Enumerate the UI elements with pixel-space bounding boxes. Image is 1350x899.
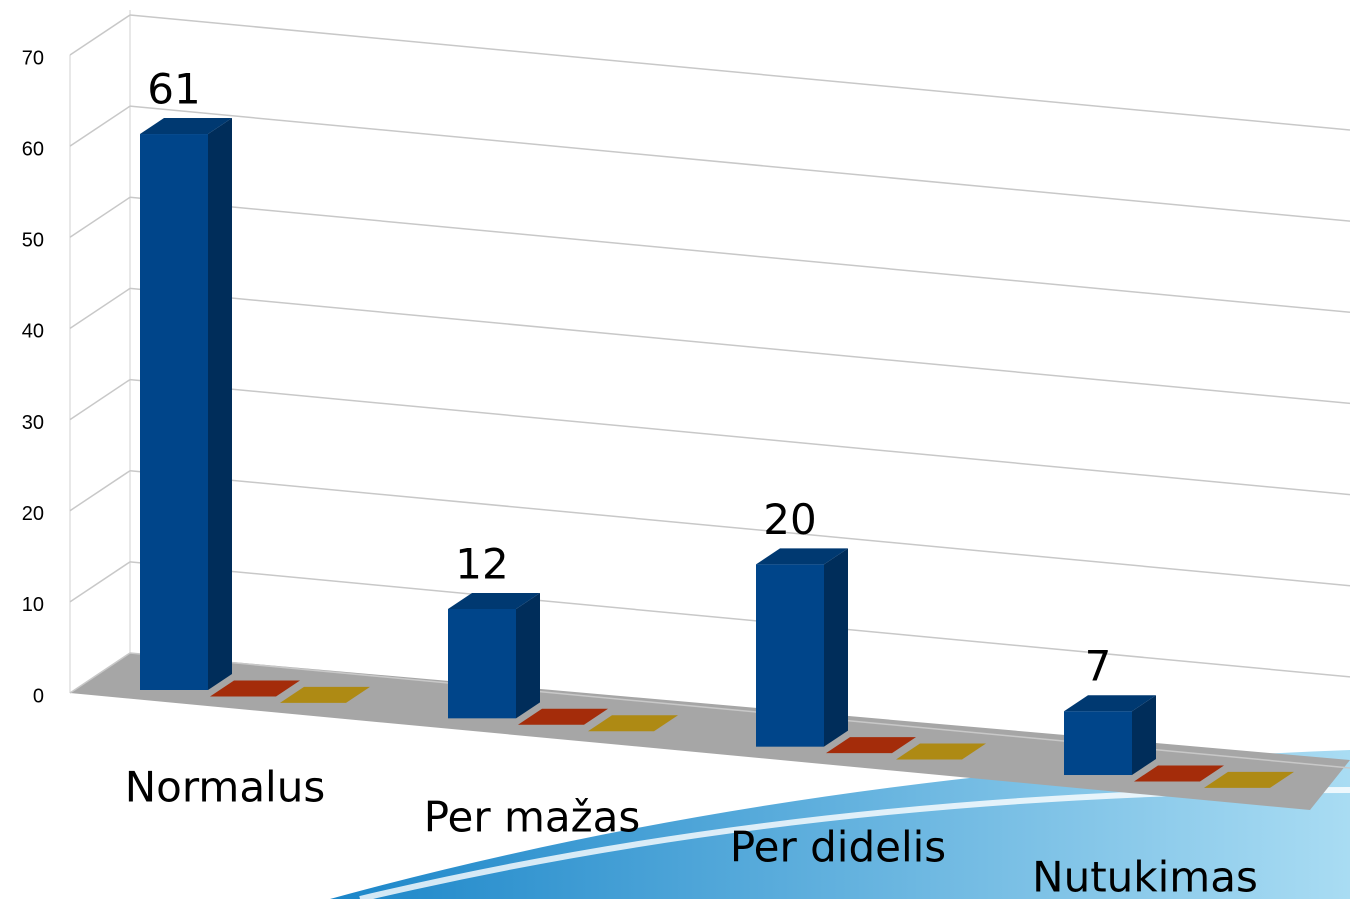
- grid-line: [129, 14, 1350, 131]
- bar: [756, 564, 824, 747]
- bar: [140, 134, 208, 690]
- bar-top: [896, 743, 986, 760]
- bar-top: [280, 686, 370, 703]
- grid-line: [69, 287, 131, 330]
- x-tick-label: Normalus: [125, 763, 325, 812]
- grid-line: [129, 196, 1350, 314]
- grid-line: [129, 378, 1350, 496]
- value-label: 20: [763, 495, 816, 544]
- y-tick-label: 60: [22, 138, 44, 160]
- y-tick-label: 20: [22, 503, 44, 525]
- x-tick-label: Per didelis: [730, 823, 946, 872]
- bar-top: [1134, 765, 1224, 782]
- bar-side: [824, 548, 848, 747]
- x-tick-label: Per mažas: [424, 793, 641, 842]
- bar: [1064, 711, 1132, 776]
- y-tick-label: 0: [33, 685, 44, 707]
- bar-side: [1132, 695, 1156, 776]
- bar-top: [826, 737, 916, 754]
- value-label: 7: [1085, 642, 1112, 691]
- grid-line: [69, 196, 131, 238]
- bar-top: [448, 592, 540, 609]
- bar-side: [208, 118, 232, 691]
- floor: [70, 653, 1350, 810]
- y-tick-label: 10: [22, 594, 44, 616]
- value-label: 12: [455, 539, 508, 588]
- bar: [448, 608, 516, 719]
- y-tick-label: 50: [22, 230, 44, 252]
- grid-line: [69, 652, 131, 694]
- bar-top: [1204, 771, 1294, 788]
- grid-line: [129, 469, 1350, 587]
- grid-line: [129, 287, 1350, 405]
- bar-top: [1064, 695, 1156, 712]
- value-label: 61: [147, 65, 200, 114]
- grid-line: [129, 561, 1350, 678]
- bar-top: [210, 680, 300, 697]
- bar-top: [140, 118, 232, 135]
- y-tick-label: 30: [22, 412, 44, 434]
- grid-line: [129, 105, 1350, 222]
- grid-line: [69, 105, 131, 147]
- x-tick-label: Nutukimas: [1032, 853, 1258, 899]
- bar-top: [756, 548, 848, 565]
- y-tick-label: 40: [22, 321, 44, 343]
- y-tick-label: 70: [22, 47, 44, 69]
- bar-top: [588, 715, 678, 732]
- grid-line: [69, 561, 131, 603]
- grid-line: [69, 378, 131, 421]
- bar-top: [518, 708, 608, 725]
- grid-line: [69, 470, 131, 512]
- grid-line: [69, 14, 131, 56]
- bar-side: [516, 592, 540, 719]
